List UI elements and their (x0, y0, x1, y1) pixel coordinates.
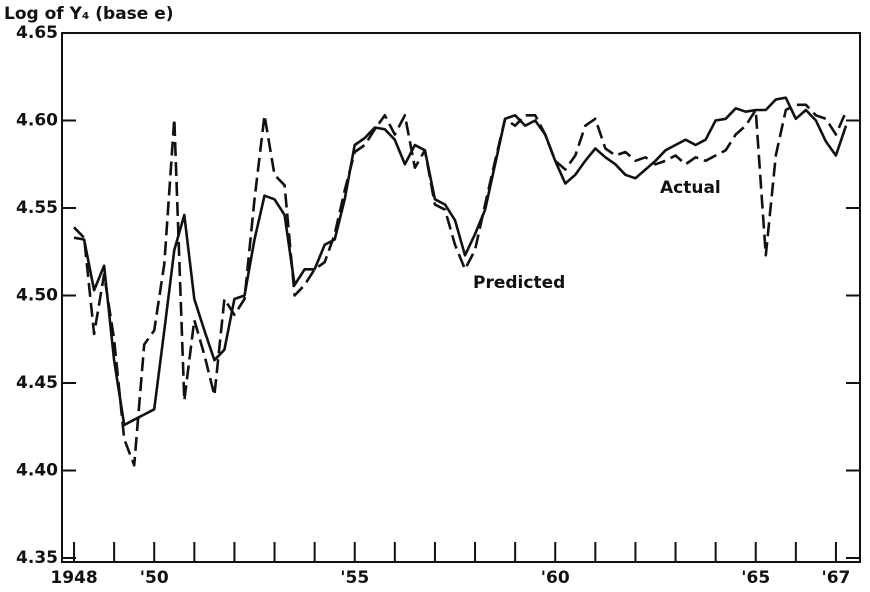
series-line (73, 96, 848, 427)
series-label: Actual (660, 178, 721, 198)
y-tick-label: 4.40 (16, 461, 58, 481)
x-tick-label: '60 (541, 568, 570, 588)
y-tick-label: 4.50 (16, 286, 58, 306)
x-tick-label: 1948 (50, 568, 97, 588)
y-tick-label: 4.35 (16, 548, 58, 568)
y-axis-label: Log of Y₄ (base e) (4, 4, 174, 24)
x-tick-label: '65 (741, 568, 770, 588)
series-label: Predicted (473, 273, 565, 293)
plot-frame (61, 32, 861, 563)
y-tick-label: 4.55 (16, 198, 58, 218)
series-line (73, 103, 848, 467)
y-tick-label: 4.65 (16, 23, 58, 43)
y-tick-label: 4.60 (16, 111, 58, 131)
x-tick-label: '55 (340, 568, 369, 588)
x-tick-label: '67 (822, 568, 851, 588)
y-tick-label: 4.45 (16, 373, 58, 393)
x-tick-label: '50 (140, 568, 169, 588)
